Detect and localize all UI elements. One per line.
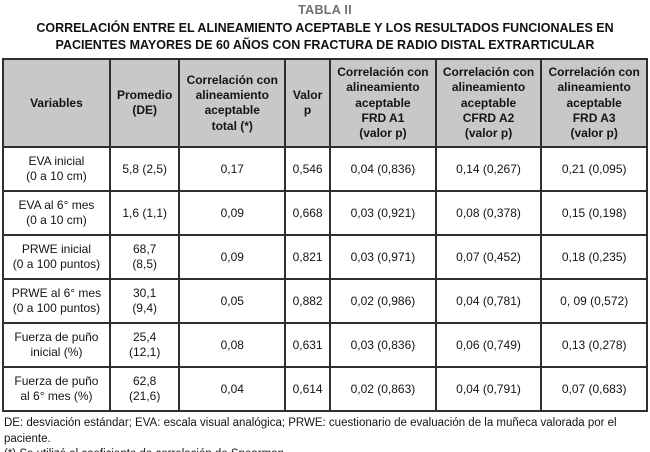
cell-correlacion-total: 0,08 <box>178 322 287 369</box>
footnote-spearman: (*) Se utilizó el coeficiente de correla… <box>4 447 646 452</box>
cell-correlacion-total: 0,09 <box>178 190 287 237</box>
cell-valor-p: 0,821 <box>284 234 332 281</box>
table-row: EVA inicial (0 a 10 cm) 5,8 (2,5) 0,17 0… <box>2 146 648 193</box>
cell-cfrd-a2: 0,06 (0,749) <box>434 322 543 369</box>
column-header-promedio: Promedio (DE) <box>108 58 181 149</box>
cell-frd-a3: 0,07 (0,683) <box>540 366 648 413</box>
cell-frd-a3: 0,13 (0,278) <box>540 322 648 369</box>
column-header-cfrd-a2: Correlación con alineamiento aceptable C… <box>434 58 543 149</box>
cell-cfrd-a2: 0,14 (0,267) <box>434 146 543 193</box>
cell-frd-a1: 0,03 (0,836) <box>329 322 437 369</box>
cell-promedio: 62,8 (21,6) <box>108 366 181 413</box>
cell-frd-a3: 0, 09 (0,572) <box>540 278 648 325</box>
cell-valor-p: 0,546 <box>284 146 332 193</box>
table-row: PRWE al 6° mes (0 a 100 puntos) 30,1 (9,… <box>2 278 648 325</box>
cell-promedio: 5,8 (2,5) <box>108 146 181 193</box>
footnotes: DE: desviación estándar; EVA: escala vis… <box>2 416 648 452</box>
cell-frd-a3: 0,15 (0,198) <box>540 190 648 237</box>
cell-frd-a1: 0,03 (0,921) <box>329 190 437 237</box>
cell-cfrd-a2: 0,04 (0,791) <box>434 366 543 413</box>
cell-variable: Fuerza de puño al 6° mes (%) <box>2 366 111 413</box>
cell-frd-a3: 0,21 (0,095) <box>540 146 648 193</box>
cell-valor-p: 0,668 <box>284 190 332 237</box>
table-row: EVA al 6° mes (0 a 10 cm) 1,6 (1,1) 0,09… <box>2 190 648 237</box>
cell-correlacion-total: 0,17 <box>178 146 287 193</box>
correlation-table: Variables Promedio (DE) Correlación con … <box>2 58 648 413</box>
cell-variable: EVA al 6° mes (0 a 10 cm) <box>2 190 111 237</box>
cell-valor-p: 0,882 <box>284 278 332 325</box>
cell-frd-a1: 0,02 (0,863) <box>329 366 437 413</box>
cell-variable: PRWE al 6° mes (0 a 100 puntos) <box>2 278 111 325</box>
cell-valor-p: 0,631 <box>284 322 332 369</box>
cell-correlacion-total: 0,05 <box>178 278 287 325</box>
table-number: TABLA II <box>298 3 352 17</box>
column-header-frd-a3: Correlación con alineamiento aceptable F… <box>540 58 648 149</box>
cell-frd-a1: 0,02 (0,986) <box>329 278 437 325</box>
cell-valor-p: 0,614 <box>284 366 332 413</box>
cell-correlacion-total: 0,09 <box>178 234 287 281</box>
table-row: Fuerza de puño al 6° mes (%) 62,8 (21,6)… <box>2 366 648 413</box>
cell-correlacion-total: 0,04 <box>178 366 287 413</box>
title-block: TABLA II CORRELACIÓN ENTRE EL ALINEAMIEN… <box>2 3 648 53</box>
cell-variable: PRWE inicial (0 a 100 puntos) <box>2 234 111 281</box>
cell-frd-a3: 0,18 (0,235) <box>540 234 648 281</box>
table-row: PRWE inicial (0 a 100 puntos) 68,7 (8,5)… <box>2 234 648 281</box>
column-header-valor-p: Valor p <box>284 58 332 149</box>
cell-cfrd-a2: 0,08 (0,378) <box>434 190 543 237</box>
cell-variable: Fuerza de puño inicial (%) <box>2 322 111 369</box>
cell-promedio: 30,1 (9,4) <box>108 278 181 325</box>
column-header-variables: Variables <box>2 58 111 149</box>
table-row: Fuerza de puño inicial (%) 25,4 (12,1) 0… <box>2 322 648 369</box>
cell-frd-a1: 0,03 (0,971) <box>329 234 437 281</box>
cell-frd-a1: 0,04 (0,836) <box>329 146 437 193</box>
cell-cfrd-a2: 0,07 (0,452) <box>434 234 543 281</box>
column-header-correlacion-total: Correlación con alineamiento aceptable t… <box>178 58 287 149</box>
cell-promedio: 25,4 (12,1) <box>108 322 181 369</box>
header-row: Variables Promedio (DE) Correlación con … <box>2 58 648 149</box>
table-title: CORRELACIÓN ENTRE EL ALINEAMIENTO ACEPTA… <box>36 20 614 52</box>
cell-promedio: 1,6 (1,1) <box>108 190 181 237</box>
cell-cfrd-a2: 0,04 (0,781) <box>434 278 543 325</box>
cell-variable: EVA inicial (0 a 10 cm) <box>2 146 111 193</box>
footnote-abbreviations: DE: desviación estándar; EVA: escala vis… <box>4 417 617 445</box>
cell-promedio: 68,7 (8,5) <box>108 234 181 281</box>
column-header-frd-a1: Correlación con alineamiento aceptable F… <box>329 58 437 149</box>
